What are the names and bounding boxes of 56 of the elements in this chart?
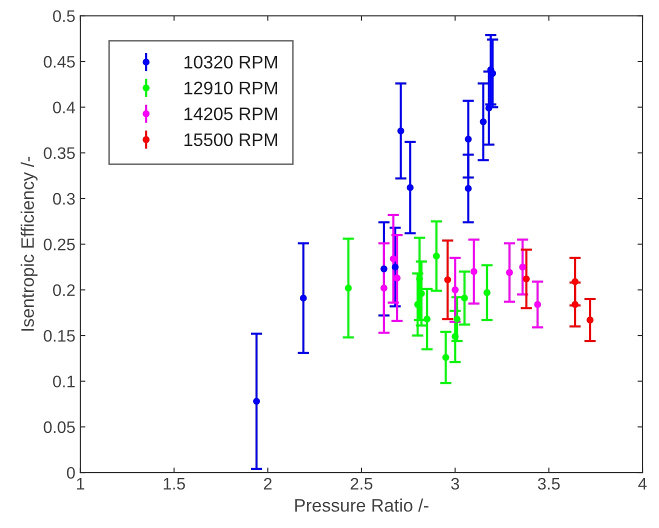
point [380, 284, 388, 292]
point [452, 286, 459, 294]
x-tick-label: 1 [77, 478, 84, 490]
legend-label: 10320 RPM [184, 56, 277, 69]
point [253, 398, 260, 405]
point [461, 294, 468, 302]
point [586, 316, 594, 324]
y-axis-title: Isentropic Efficiency /- [20, 156, 38, 331]
legend-label: 15500 RPM [184, 133, 277, 146]
point [454, 316, 460, 323]
point [424, 316, 431, 323]
point [432, 252, 440, 260]
y-tick-label: 0.3 [53, 192, 75, 205]
point [380, 265, 388, 272]
y-tick-label: 0.45 [44, 56, 75, 68]
y-tick-label: 0.2 [53, 284, 75, 296]
point [485, 104, 492, 112]
point [397, 127, 404, 134]
point [464, 185, 472, 192]
x-tick-label: 2 [264, 478, 272, 490]
y-tick-label: 0.25 [44, 238, 75, 250]
x-tick-label: 2.5 [350, 478, 372, 490]
point [522, 275, 530, 282]
legend-label: 12910 RPM [184, 82, 277, 94]
point [390, 255, 397, 262]
legend-label: 14205 RPM [184, 107, 277, 120]
x-tick-label: 1.5 [164, 478, 185, 490]
x-tick-label: 3.5 [538, 478, 560, 490]
point [394, 274, 401, 282]
point [406, 184, 414, 192]
point [464, 136, 472, 143]
y-tick-label: 0.4 [53, 102, 76, 114]
point [534, 301, 542, 308]
point [392, 264, 399, 271]
y-tick-label: 0.5 [53, 10, 75, 22]
y-tick-label: 0 [66, 466, 75, 479]
x-tick-label: 3 [451, 478, 460, 490]
point [506, 269, 513, 276]
y-tick-label: 0.1 [53, 376, 75, 388]
point [444, 276, 452, 284]
point [519, 264, 526, 271]
point [300, 294, 307, 302]
x-axis-title: Pressure Ratio /- [295, 498, 428, 512]
point [452, 332, 459, 340]
point [484, 289, 490, 296]
point [442, 354, 450, 361]
point [470, 268, 478, 276]
y-tick-label: 0.15 [44, 330, 75, 342]
point [489, 70, 496, 77]
x-tick-label: 4 [638, 478, 647, 490]
point [344, 284, 352, 292]
point [480, 118, 487, 126]
y-tick-label: 0.05 [44, 421, 75, 434]
y-tick-label: 0.35 [44, 147, 75, 160]
point [572, 278, 579, 286]
point [572, 301, 579, 308]
